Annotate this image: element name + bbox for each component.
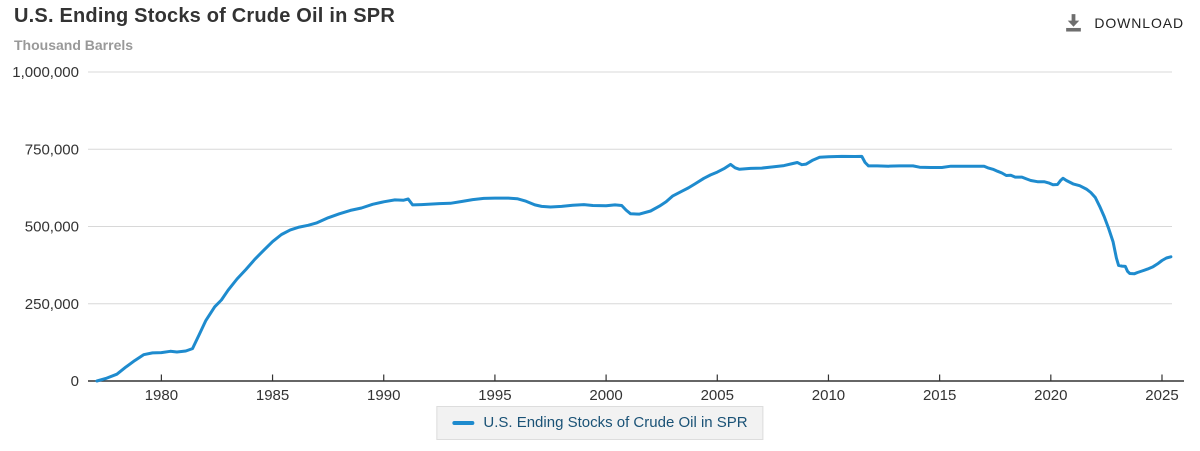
x-axis-tick-label: 2025 xyxy=(1145,387,1178,404)
y-axis-unit-label: Thousand Barrels xyxy=(14,37,134,53)
download-button[interactable]: DOWNLOAD xyxy=(1061,10,1186,35)
y-axis-tick-label: 0 xyxy=(71,373,79,390)
x-axis-tick-label: 2000 xyxy=(589,387,622,404)
download-label: DOWNLOAD xyxy=(1094,14,1184,31)
x-axis-tick-label: 1985 xyxy=(256,387,289,404)
y-axis-tick-label: 250,000 xyxy=(25,296,79,313)
x-axis-tick-label: 2005 xyxy=(701,387,734,404)
x-axis-tick-label: 1995 xyxy=(478,387,511,404)
x-axis-tick-label: 2010 xyxy=(812,387,845,404)
y-axis-tick-label: 1,000,000 xyxy=(12,64,79,81)
y-axis-tick-label: 750,000 xyxy=(25,141,79,158)
download-icon xyxy=(1063,12,1084,33)
y-axis-tick-label: 500,000 xyxy=(25,219,79,236)
x-axis-tick-label: 1980 xyxy=(145,387,178,404)
spr-series-line[interactable] xyxy=(95,154,1173,383)
x-axis-tick-label: 2015 xyxy=(923,387,956,404)
chart-title: U.S. Ending Stocks of Crude Oil in SPR xyxy=(14,5,395,27)
x-axis-tick-label: 1990 xyxy=(367,387,400,404)
legend-line-swatch xyxy=(452,420,475,425)
legend-label: U.S. Ending Stocks of Crude Oil in SPR xyxy=(483,414,748,431)
legend-item-spr-series[interactable]: U.S. Ending Stocks of Crude Oil in SPR xyxy=(436,406,764,440)
x-axis-tick-label: 2020 xyxy=(1034,387,1067,404)
